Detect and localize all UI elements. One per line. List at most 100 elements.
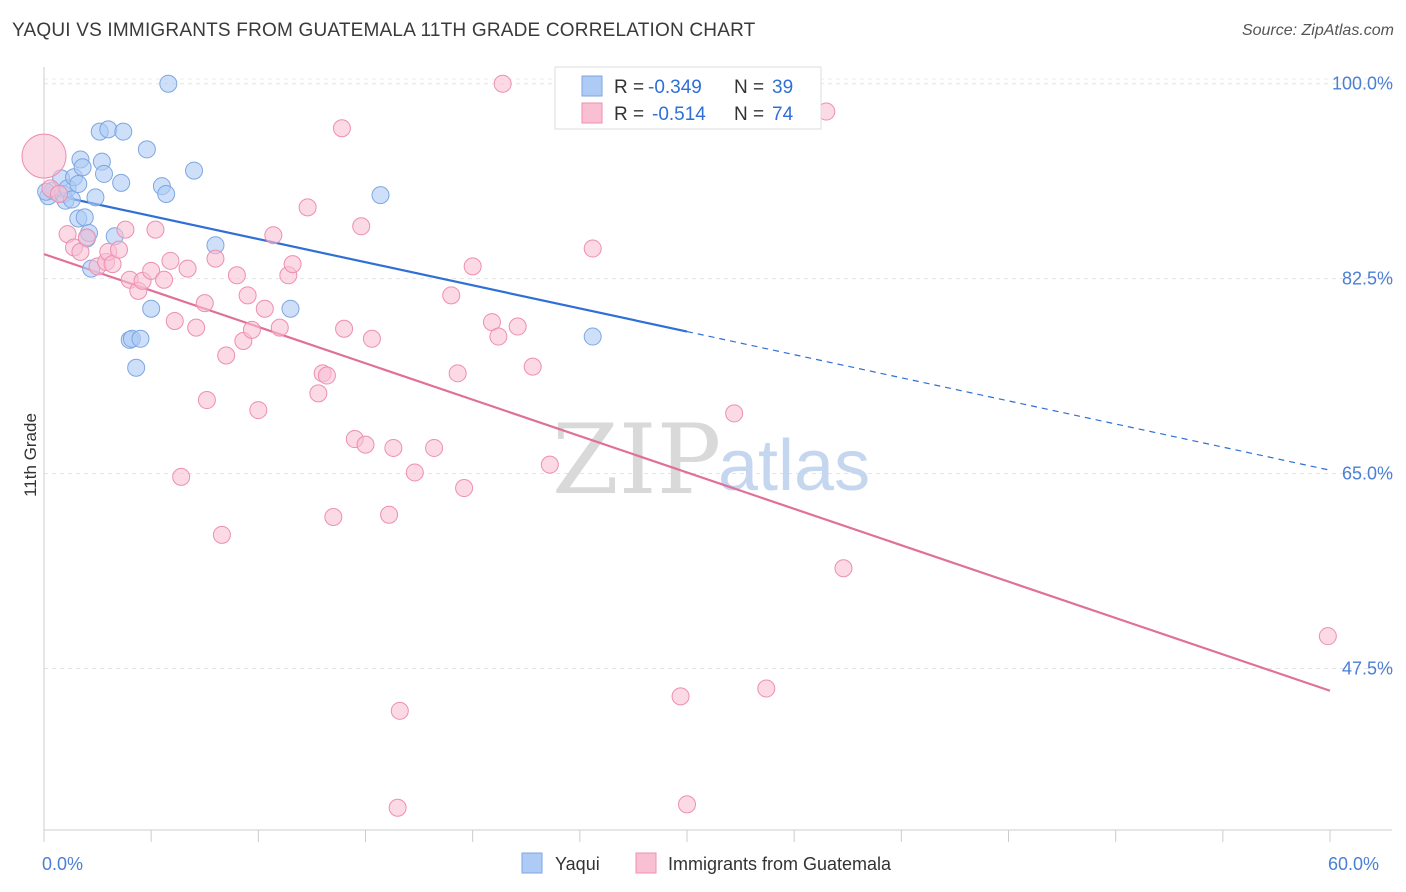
data-point (255, 299, 274, 318)
watermark-zip: ZIP (552, 404, 721, 516)
data-point (332, 119, 351, 138)
correlation-legend: R = -0.349 N = 39 R = -0.514 N = 74 (554, 66, 822, 130)
legend-r-label: R = (614, 77, 644, 98)
x-tick-label: 60.0% (1328, 854, 1379, 874)
data-point (455, 479, 474, 498)
trend-line-0 (43, 191, 688, 333)
data-point (489, 327, 508, 346)
data-point (317, 366, 336, 385)
data-point (157, 184, 176, 203)
data-point (142, 261, 161, 280)
data-point (671, 687, 690, 706)
data-point (380, 505, 399, 524)
legend-n-value: 74 (772, 104, 794, 125)
data-point (362, 329, 381, 348)
data-point (270, 318, 289, 337)
y-tick-labels: 100.0% 82.5% 65.0% 47.5% (1332, 74, 1393, 679)
data-point (165, 311, 184, 330)
legend-swatch-guatemala (635, 852, 657, 874)
source-label: Source: ZipAtlas.com (1241, 22, 1394, 39)
trend-line-1 (43, 253, 1331, 692)
legend-r-label: R = (614, 104, 644, 125)
data-point (405, 463, 424, 482)
y-tick-label: 65.0% (1342, 464, 1393, 484)
data-point (249, 401, 268, 420)
legend-r-value: -0.349 (648, 77, 702, 98)
data-point (283, 255, 302, 274)
data-point (1318, 627, 1337, 646)
data-point (298, 198, 317, 217)
data-point (75, 208, 94, 227)
data-point (86, 188, 105, 207)
data-point (725, 404, 744, 423)
legend-n-label: N = (734, 104, 764, 125)
data-point (493, 74, 512, 93)
data-point (834, 559, 853, 578)
data-point (757, 679, 776, 698)
data-point (112, 173, 131, 192)
data-point (155, 270, 174, 289)
data-point (583, 239, 602, 258)
legend-label-guatemala: Immigrants from Guatemala (668, 854, 892, 874)
data-point (187, 318, 206, 337)
data-point (195, 294, 214, 313)
data-point (131, 329, 150, 348)
data-point (206, 249, 225, 268)
data-point (384, 438, 403, 457)
legend-n-value: 39 (772, 77, 793, 98)
legend-label-yaqui: Yaqui (555, 854, 600, 874)
y-tick-label: 100.0% (1332, 74, 1393, 94)
data-point (442, 286, 461, 305)
data-point (264, 226, 283, 245)
legend-n-label: N = (734, 77, 764, 98)
x-tick-labels: 0.0% 60.0% (42, 854, 1379, 874)
watermark: ZIP atlas (552, 404, 870, 516)
x-tick-label: 0.0% (42, 854, 83, 874)
data-point (540, 455, 559, 474)
data-point (172, 467, 191, 486)
data-point (463, 257, 482, 276)
data-point (678, 795, 696, 814)
data-point (159, 74, 178, 93)
data-point (390, 701, 409, 720)
data-point (356, 435, 375, 454)
data-point (583, 327, 602, 346)
legend-r-value: -0.514 (652, 104, 706, 125)
data-points (21, 74, 1337, 817)
y-tick-label: 82.5% (1342, 269, 1393, 289)
data-point (309, 384, 328, 403)
data-point (185, 161, 204, 180)
data-point (227, 266, 246, 285)
data-point (324, 508, 343, 527)
y-tick-label: 47.5% (1342, 658, 1393, 678)
data-point (73, 158, 92, 177)
watermark-atlas: atlas (718, 426, 870, 506)
grid-lines (44, 78, 1392, 669)
data-point (238, 286, 257, 305)
data-point (77, 228, 96, 247)
y-axis-label: 11th Grade (21, 413, 40, 497)
data-point (242, 320, 261, 339)
data-point (114, 122, 133, 141)
data-point (99, 120, 118, 139)
data-point (50, 184, 69, 203)
series-legend: Yaqui Immigrants from Guatemala (521, 852, 892, 874)
data-point (116, 220, 135, 239)
data-point (212, 525, 231, 544)
data-point (388, 798, 407, 817)
data-point (371, 186, 390, 205)
data-point (178, 259, 197, 278)
data-point (146, 220, 165, 239)
legend-swatch-guatemala (581, 102, 603, 124)
data-point (95, 164, 114, 183)
data-point (69, 174, 88, 193)
data-point (110, 240, 129, 259)
data-point (161, 251, 180, 270)
data-point (197, 391, 216, 410)
data-point (335, 319, 354, 338)
chart-title: YAQUI VS IMMIGRANTS FROM GUATEMALA 11TH … (12, 20, 756, 41)
data-point (448, 364, 467, 383)
data-point (523, 357, 542, 376)
data-point (137, 140, 156, 159)
